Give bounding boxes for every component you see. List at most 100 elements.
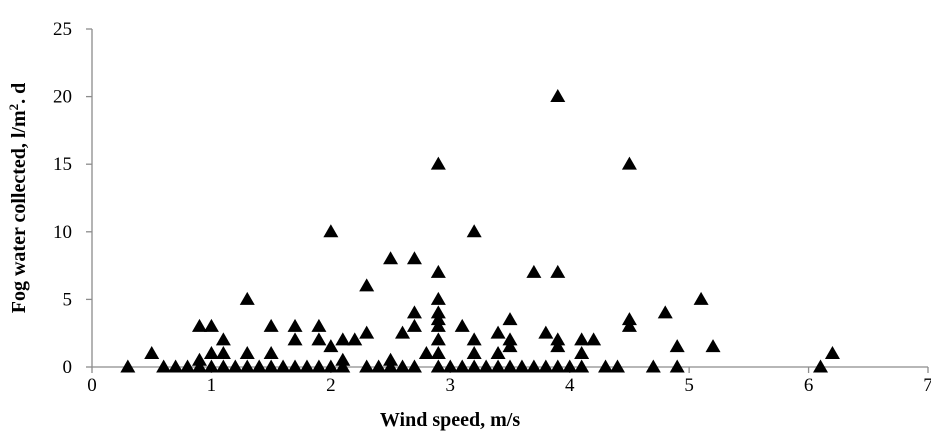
data-point (359, 325, 375, 339)
data-point (502, 312, 518, 326)
data-point (311, 318, 327, 332)
data-point (287, 332, 303, 346)
data-point (203, 345, 219, 359)
data-point (406, 305, 422, 319)
data-point (490, 345, 506, 359)
data-point (323, 224, 339, 238)
data-point (263, 359, 279, 373)
data-point (395, 325, 411, 339)
data-point (538, 325, 554, 339)
data-point (514, 359, 530, 373)
data-point (191, 352, 207, 366)
data-point (526, 264, 542, 278)
x-tick-label: 4 (565, 375, 575, 396)
data-point (335, 332, 351, 346)
data-point (502, 359, 518, 373)
data-point (526, 359, 542, 373)
y-tick-label: 20 (53, 87, 72, 108)
data-point (323, 359, 339, 373)
data-point (430, 318, 446, 332)
data-point (168, 359, 184, 373)
data-point (538, 359, 554, 373)
data-point (502, 339, 518, 353)
data-point (371, 359, 387, 373)
data-point (813, 359, 829, 373)
data-point (311, 359, 327, 373)
data-point (383, 352, 399, 366)
data-point (502, 332, 518, 346)
data-point (406, 318, 422, 332)
y-axis-title-end: . d (8, 83, 30, 104)
data-point (430, 291, 446, 305)
data-point (191, 318, 207, 332)
data-point (430, 332, 446, 346)
data-point (239, 359, 255, 373)
data-point (824, 345, 840, 359)
data-point (550, 89, 566, 103)
data-point (347, 332, 363, 346)
y-axis-title-sup: 2 (6, 104, 21, 111)
data-point (418, 345, 434, 359)
data-point (215, 332, 231, 346)
data-point (335, 352, 351, 366)
x-tick-label: 3 (446, 375, 456, 396)
data-point (550, 339, 566, 353)
data-point (466, 332, 482, 346)
data-point (430, 156, 446, 170)
data-point (359, 278, 375, 292)
data-point (299, 359, 315, 373)
data-point (383, 359, 399, 373)
data-point (574, 359, 590, 373)
data-point (669, 359, 685, 373)
data-point (466, 359, 482, 373)
data-point (406, 359, 422, 373)
data-point (263, 345, 279, 359)
data-point (430, 264, 446, 278)
data-point (430, 345, 446, 359)
data-points (120, 89, 840, 373)
x-tick-label: 0 (87, 375, 97, 396)
data-point (203, 318, 219, 332)
data-point (657, 305, 673, 319)
data-point (598, 359, 614, 373)
data-point (311, 332, 327, 346)
data-point (586, 332, 602, 346)
data-point (430, 359, 446, 373)
data-point (621, 312, 637, 326)
data-point (550, 332, 566, 346)
data-point (574, 345, 590, 359)
y-tick-label: 10 (53, 222, 72, 243)
data-point (180, 359, 196, 373)
data-point (490, 325, 506, 339)
data-point (430, 305, 446, 319)
y-tick-label: 5 (63, 289, 73, 310)
data-point (191, 359, 207, 373)
data-point (383, 251, 399, 265)
data-point (227, 359, 243, 373)
y-axis-title: Fog water collected, l/m2. d (6, 83, 31, 314)
y-axis-title-main: Fog water collected, l/m (8, 110, 30, 313)
data-point (239, 291, 255, 305)
data-point (454, 318, 470, 332)
data-point (490, 359, 506, 373)
data-point (574, 332, 590, 346)
data-point (120, 359, 136, 373)
data-point (359, 359, 375, 373)
data-point (621, 156, 637, 170)
data-point (287, 359, 303, 373)
data-point (705, 339, 721, 353)
data-point (263, 318, 279, 332)
x-tick-label: 5 (684, 375, 694, 396)
y-tick-label: 0 (63, 357, 73, 378)
data-point (550, 264, 566, 278)
data-point (156, 359, 172, 373)
data-point (395, 359, 411, 373)
data-point (287, 318, 303, 332)
y-tick-label: 25 (53, 19, 72, 40)
data-point (203, 359, 219, 373)
data-point (550, 359, 566, 373)
data-point (275, 359, 291, 373)
data-point (406, 251, 422, 265)
data-point (609, 359, 625, 373)
